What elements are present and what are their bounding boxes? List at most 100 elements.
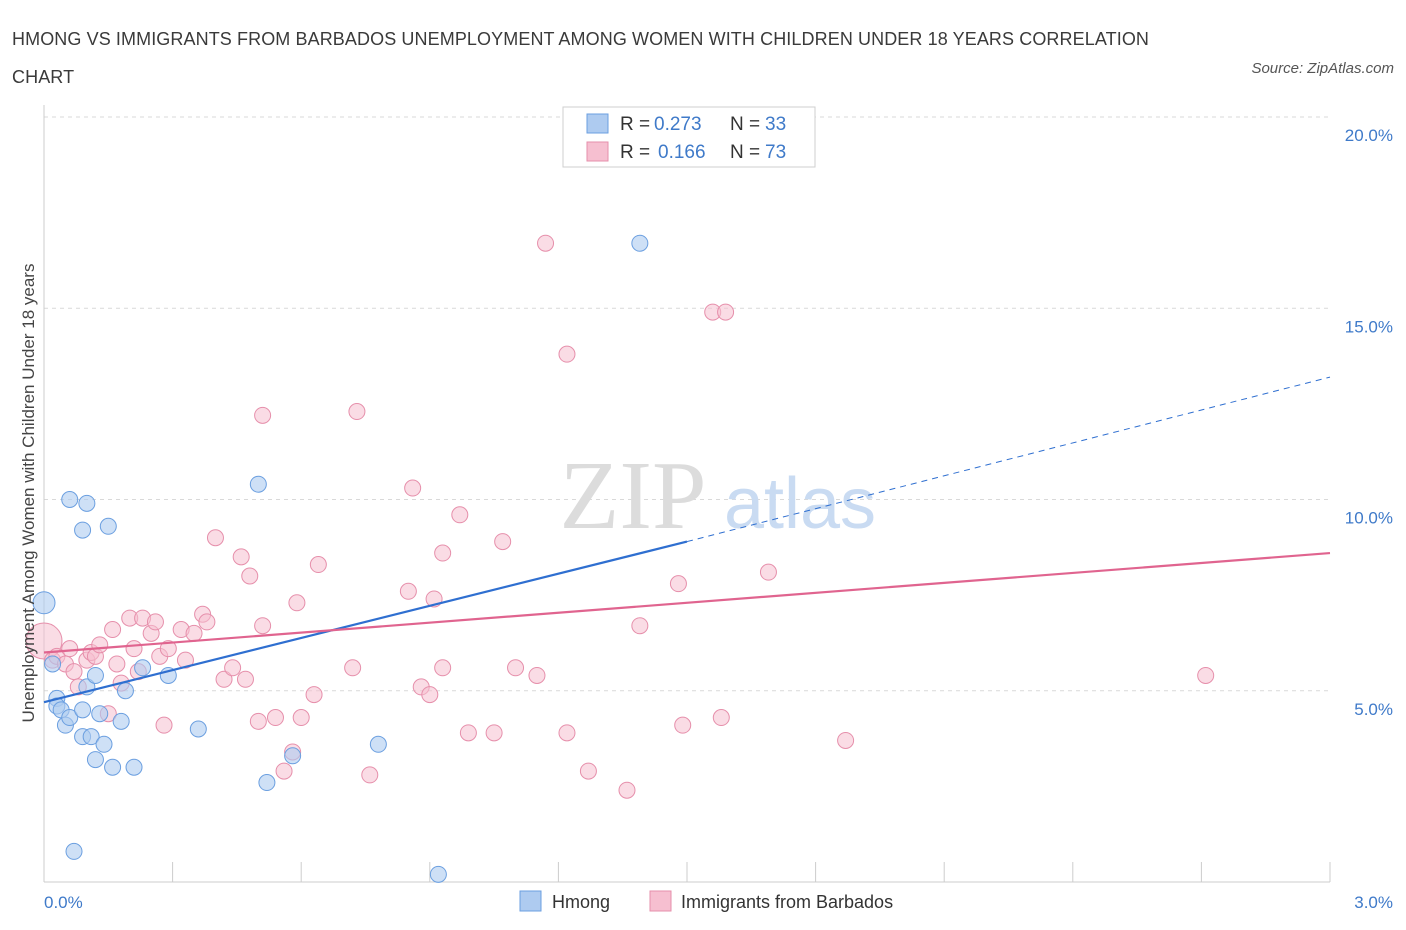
hmong-point	[44, 655, 62, 673]
source-label: Source: ZipAtlas.com	[1251, 60, 1394, 77]
barbados-n-value: 73	[765, 142, 786, 163]
barbados-point	[125, 640, 143, 658]
hmong-point	[74, 701, 92, 719]
barbados-point	[759, 563, 777, 581]
barbados-point	[421, 686, 439, 704]
barbados-point	[65, 663, 83, 681]
barbados-point	[344, 659, 362, 677]
barbados-point	[348, 403, 366, 421]
hmong-point	[284, 747, 302, 765]
hmong-point	[91, 705, 109, 723]
barbados-point	[1197, 666, 1215, 684]
hmong-point	[74, 521, 92, 539]
barbados-point	[507, 659, 525, 677]
barbados-point	[108, 655, 126, 673]
hmong-point	[258, 774, 276, 792]
hmong-point	[112, 712, 130, 730]
hmong-point	[104, 758, 122, 776]
barbados-point	[361, 766, 379, 784]
hmong-point	[95, 735, 113, 753]
series-legend: Hmong Immigrants from Barbados	[519, 890, 893, 912]
barbados-point	[528, 666, 546, 684]
barbados-point	[215, 670, 233, 688]
y-tick-label: 20.0%	[1345, 126, 1393, 145]
barbados-point	[399, 582, 417, 600]
hmong-point	[32, 591, 56, 615]
hmong-point	[369, 735, 387, 753]
hmong-point	[189, 720, 207, 738]
barbados-point	[254, 617, 272, 635]
hmong-trend-extension	[686, 376, 1331, 543]
y-tick-label: 5.0%	[1354, 700, 1393, 719]
hmong-r-label: R =	[620, 114, 650, 135]
barbados-point	[254, 406, 272, 424]
x-tick-label: 0.0%	[44, 893, 83, 912]
chart-title: HMONG VS IMMIGRANTS FROM BARBADOS UNEMPL…	[12, 29, 1150, 87]
barbados-point	[91, 636, 109, 654]
barbados-legend-swatch	[586, 141, 609, 162]
barbados-point	[837, 731, 855, 749]
barbados-point	[558, 345, 576, 363]
barbados-point	[159, 640, 177, 658]
hmong-point	[249, 475, 267, 493]
hmong-point	[99, 517, 117, 535]
barbados-point	[404, 479, 422, 497]
watermark-zip: ZIP	[560, 442, 707, 550]
trend-lines	[43, 376, 1331, 704]
barbados-point	[618, 781, 636, 799]
y-axis-label: Unemployment Among Women with Children U…	[19, 264, 38, 723]
watermark-atlas: atlas	[724, 464, 876, 544]
barbados-point	[155, 716, 173, 734]
hmong-legend-swatch	[586, 113, 609, 134]
barbados-point	[292, 709, 310, 727]
barbados-point	[631, 617, 649, 635]
hmong-point	[125, 758, 143, 776]
hmong-trend-line	[43, 540, 688, 704]
hmong-point	[86, 751, 104, 769]
barbados-point	[249, 712, 267, 730]
hmong-n-value: 33	[765, 114, 786, 135]
barbados-point	[309, 556, 327, 574]
barbados-points	[25, 234, 1215, 799]
barbados-n-label: N =	[730, 142, 760, 163]
barbados-series-label: Immigrants from Barbados	[681, 892, 893, 912]
barbados-point	[236, 670, 254, 688]
hmong-point	[65, 842, 83, 860]
barbados-point	[275, 762, 293, 780]
barbados-point	[224, 659, 242, 677]
barbados-point	[104, 621, 122, 639]
hmong-point	[82, 728, 100, 746]
barbados-point	[232, 548, 250, 566]
barbados-point	[717, 303, 735, 321]
barbados-point	[494, 533, 512, 551]
hmong-point	[61, 491, 79, 508]
hmong-point	[116, 682, 134, 700]
y-tick-label: 10.0%	[1345, 509, 1393, 528]
barbados-point	[241, 567, 259, 585]
barbados-point	[61, 640, 79, 658]
barbados-r-label: R =	[620, 142, 650, 163]
barbados-point	[712, 709, 730, 727]
barbados-point	[459, 724, 477, 742]
hmong-r-value: 0.273	[654, 114, 702, 135]
barbados-point	[674, 716, 692, 734]
barbados-point	[485, 724, 503, 742]
barbados-point	[305, 686, 323, 704]
grid-lines: 5.0% 10.0% 15.0% 20.0%	[44, 116, 1393, 719]
hmong-point	[61, 709, 79, 727]
barbados-point	[434, 544, 452, 562]
barbados-point	[579, 762, 597, 780]
barbados-point	[206, 529, 224, 547]
barbados-point	[198, 613, 216, 631]
barbados-point	[266, 709, 284, 727]
hmong-point	[429, 865, 447, 883]
hmong-point	[631, 234, 649, 252]
barbados-point	[185, 624, 203, 642]
x-tick-label: 3.0%	[1354, 893, 1393, 912]
hmong-point	[134, 659, 152, 677]
barbados-point	[669, 575, 687, 593]
hmong-series-swatch	[519, 890, 542, 912]
barbados-point	[146, 613, 164, 631]
barbados-point	[537, 234, 555, 252]
